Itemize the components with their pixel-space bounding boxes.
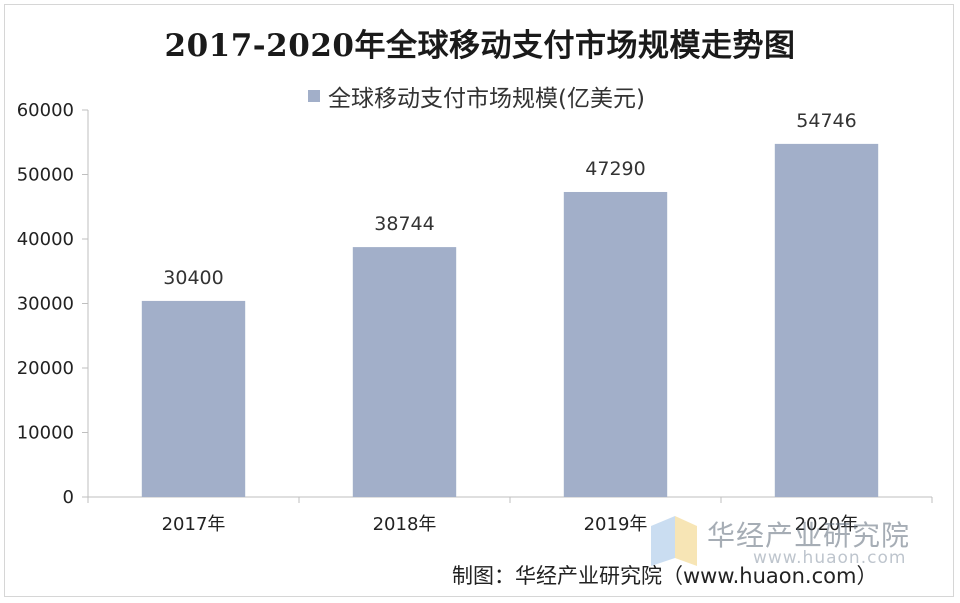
y-tick-label: 30000 — [17, 294, 74, 315]
chart-frame — [4, 4, 954, 597]
data-label: 30400 — [163, 267, 223, 289]
y-tick-label: 0 — [63, 487, 74, 508]
y-tick-label: 20000 — [17, 358, 74, 379]
data-label: 54746 — [796, 110, 856, 132]
data-label: 38744 — [374, 213, 434, 235]
x-tick-label: 2020年 — [795, 514, 859, 535]
data-label: 47290 — [585, 158, 645, 180]
x-tick-label: 2017年 — [162, 514, 226, 535]
source-note: 制图：华经产业研究院（www.huaon.com） — [452, 564, 878, 588]
chart-title: 2017-2020年全球移动支付市场规模走势图 — [164, 28, 796, 64]
legend-swatch — [308, 90, 320, 102]
bar — [563, 191, 668, 498]
x-tick-label: 2019年 — [584, 514, 648, 535]
watermark: 华经产业研究院 www.huaon.com — [645, 512, 945, 572]
y-tick-label: 40000 — [17, 229, 74, 250]
bar — [352, 247, 457, 497]
x-tick-label: 2018年 — [373, 514, 437, 535]
watermark-name: 华经产业研究院 — [707, 519, 911, 552]
y-tick-label: 50000 — [17, 165, 74, 186]
legend-label: 全球移动支付市场规模(亿美元) — [328, 86, 645, 112]
y-tick-label: 10000 — [17, 423, 74, 444]
legend: 全球移动支付市场规模(亿美元) — [308, 82, 645, 112]
bar — [774, 143, 879, 497]
bar — [141, 300, 246, 497]
y-tick-label: 60000 — [17, 100, 74, 121]
watermark-logo-icon — [651, 516, 697, 566]
watermark-url: www.huaon.com — [753, 548, 907, 568]
